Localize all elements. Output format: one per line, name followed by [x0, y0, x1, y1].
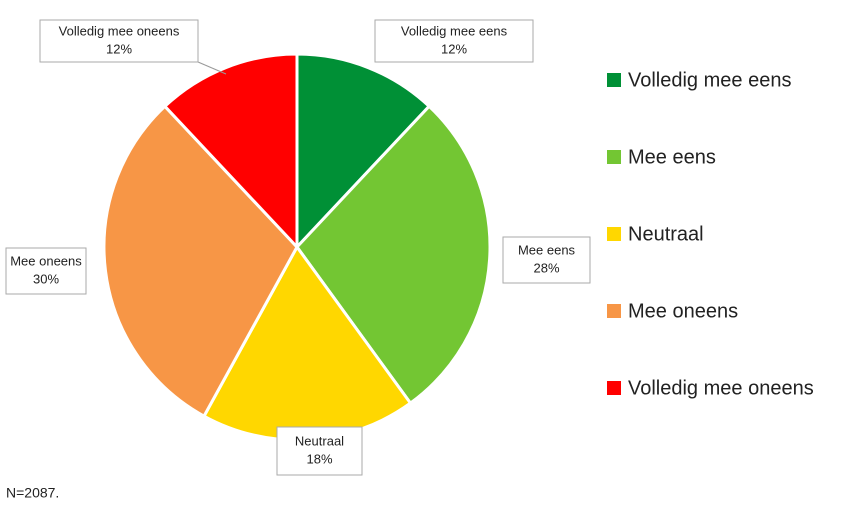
- callout-box: [39, 19, 199, 63]
- pie-slice: [295, 52, 432, 251]
- callout-value: 12%: [106, 41, 132, 56]
- callout-category: Neutraal: [295, 433, 344, 448]
- callout-category: Volledig mee eens: [401, 23, 508, 38]
- legend-swatch: [607, 150, 621, 164]
- legend-swatch: [607, 73, 621, 87]
- pie-slice: [102, 104, 299, 419]
- callout-box: [374, 19, 534, 63]
- legend-label: Volledig mee oneens: [628, 377, 814, 399]
- callout-value: 12%: [441, 41, 467, 56]
- pie-slice: [295, 104, 492, 406]
- callout-category: Mee eens: [518, 242, 576, 257]
- pie-slice: [162, 52, 299, 251]
- legend-swatch: [607, 227, 621, 241]
- legend-label: Neutraal: [628, 223, 704, 245]
- callout-value: 18%: [306, 451, 332, 466]
- callout-box: [276, 426, 363, 476]
- legend-swatch: [607, 304, 621, 318]
- legend-swatch: [607, 381, 621, 395]
- legend-label: Mee oneens: [628, 300, 738, 322]
- callout-category: Volledig mee oneens: [59, 23, 180, 38]
- callout-value: 28%: [533, 260, 559, 275]
- legend-label: Mee eens: [628, 146, 716, 168]
- footnote: N=2087.: [6, 485, 59, 501]
- callout-value: 30%: [33, 271, 59, 286]
- leader-line: [197, 61, 227, 75]
- legend-label: Volledig mee eens: [628, 69, 791, 91]
- callout-box: [5, 247, 87, 295]
- callout-category: Mee oneens: [10, 253, 82, 268]
- callout-box: [502, 236, 591, 284]
